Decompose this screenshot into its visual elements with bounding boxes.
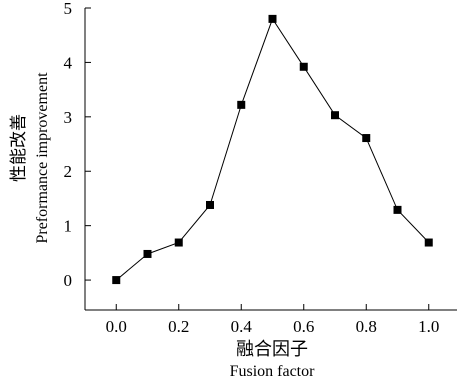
x-tick-label: 0.2 — [168, 317, 189, 336]
data-point-marker — [206, 200, 214, 209]
y-tick-label: 2 — [64, 162, 73, 181]
y-axis-label-en: Preformance improvement — [34, 72, 51, 244]
y-tick-label: 0 — [64, 271, 73, 290]
data-point-marker — [112, 276, 121, 285]
x-axis-label-en: Fusion factor — [230, 363, 316, 380]
x-axis-label-cn: 融合因子 — [236, 339, 308, 359]
y-tick-label: 4 — [64, 53, 73, 72]
x-tick-label: 0.6 — [293, 317, 314, 336]
y-axis-ticks: 0 1 2 3 4 5 — [64, 0, 91, 290]
data-point-marker — [268, 14, 277, 23]
data-point-marker — [424, 238, 433, 247]
data-point-marker — [362, 134, 371, 143]
y-tick-label: 3 — [64, 108, 73, 127]
chart-axes — [84, 8, 457, 311]
series-group — [112, 14, 433, 285]
data-point-marker — [143, 249, 152, 258]
data-point-marker — [299, 62, 308, 71]
data-point-marker — [331, 111, 339, 120]
y-tick-label: 5 — [64, 0, 73, 18]
y-tick-label: 1 — [64, 217, 73, 236]
y-axis-label-cn: 性能改善 — [9, 114, 28, 182]
data-point-marker — [237, 100, 246, 109]
x-tick-label: 0.8 — [356, 317, 377, 336]
x-tick-label: 1.0 — [418, 317, 439, 336]
data-point-marker — [393, 205, 402, 214]
data-point-marker — [174, 238, 183, 247]
x-tick-label: 0.4 — [231, 317, 253, 336]
series-line — [115, 17, 430, 281]
x-axis-ticks: 0.0 0.2 0.4 0.6 0.8 1.0 — [106, 304, 439, 336]
x-tick-label: 0.0 — [106, 317, 127, 336]
